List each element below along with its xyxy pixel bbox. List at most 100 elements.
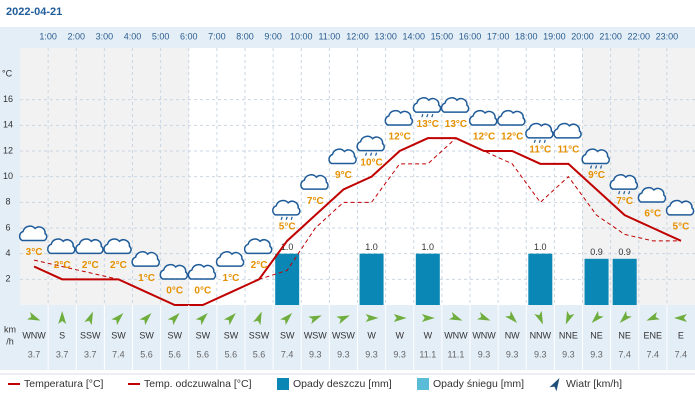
weather-icon	[243, 238, 273, 255]
rain-drop	[285, 216, 288, 221]
cloud	[75, 238, 104, 255]
wind-speed: 5.6	[197, 349, 210, 359]
wind-speed: 9.3	[393, 349, 406, 359]
cloud	[553, 122, 582, 139]
wind-direction: WSW	[332, 330, 355, 340]
cloud	[637, 186, 667, 203]
wind-direction: SW	[139, 330, 154, 340]
hour-label: 18:00	[515, 31, 538, 41]
legend-label: Opady deszczu [mm]	[293, 378, 392, 390]
wind-direction: SW	[224, 330, 239, 340]
rain-drop	[623, 190, 626, 195]
rain-drop	[374, 152, 378, 156]
weather-icon	[637, 186, 667, 203]
bar	[359, 253, 384, 305]
wind-arrow	[505, 310, 518, 323]
rain-drop	[290, 216, 293, 221]
wind-direction: SW	[167, 330, 182, 340]
rain-drop	[280, 216, 283, 221]
wind-direction: W	[424, 330, 433, 340]
weather-icon	[609, 174, 639, 195]
cloud	[300, 174, 329, 190]
rain-drop	[421, 113, 424, 118]
temperature-label: 7°C	[307, 196, 324, 207]
wind-speed: 9.3	[534, 349, 547, 359]
cloud	[272, 199, 301, 216]
weather-icon	[384, 109, 414, 126]
wind-arrow	[58, 311, 67, 324]
wind-arrow	[336, 315, 350, 324]
weather-icon	[412, 97, 442, 118]
wind-direction: NNW	[530, 330, 552, 340]
temperature-label: 12°C	[501, 132, 523, 143]
wind-arrow	[308, 315, 322, 324]
y-tick-label: 2	[5, 274, 10, 284]
hour-label: 15:00	[431, 31, 454, 41]
weather-icon	[103, 238, 132, 255]
wind-speed: 3.7	[56, 349, 69, 359]
hour-label: 10:00	[290, 31, 313, 41]
cloud	[18, 225, 48, 242]
hour-label: 1:00	[39, 31, 57, 41]
wind-arrow	[591, 310, 604, 323]
wind-speed: 9.3	[309, 349, 322, 359]
y-tick-label: 6	[5, 222, 10, 232]
rain-drop	[543, 139, 546, 144]
rain-drop	[426, 113, 429, 118]
temperature-label: 2°C	[251, 260, 268, 271]
wind-direction: SW	[196, 330, 211, 340]
cloud	[665, 199, 695, 216]
temperature-label: 11°C	[529, 144, 551, 155]
legend-swatch	[417, 378, 429, 390]
y-tick-label: 8	[5, 197, 10, 207]
cloud	[497, 109, 526, 126]
wind-speed: 3.7	[84, 349, 97, 359]
bar-label: 1.0	[365, 242, 378, 252]
bar-label: 0.9	[590, 247, 603, 257]
wind-speed: 7.4	[618, 349, 631, 359]
temperature-label: 1°C	[138, 273, 155, 284]
y-tick-label: 16	[3, 94, 13, 104]
rain-drop	[589, 165, 593, 169]
legend-label: Wiatr [km/h]	[566, 378, 622, 390]
bar	[275, 253, 300, 305]
weather-icon	[665, 199, 695, 216]
hour-label: 8:00	[236, 31, 254, 41]
cloud	[581, 148, 610, 165]
cloud	[131, 251, 160, 267]
wind-direction: SW	[111, 330, 126, 340]
hour-label: 2:00	[67, 31, 85, 41]
wind-speed: 7.4	[112, 349, 125, 359]
wind-speed: 5.6	[140, 349, 153, 359]
wind-arrow	[111, 313, 124, 326]
feels-like-line	[33, 137, 681, 306]
temperature-label: 6°C	[644, 209, 661, 220]
weather-icon	[159, 263, 189, 280]
weather-icon	[187, 263, 217, 280]
wind-speed: 11.1	[419, 349, 436, 359]
wind-direction: SSW	[80, 330, 101, 340]
weather-icon	[18, 225, 48, 242]
wind-arrow	[534, 310, 543, 325]
wind-direction: NW	[505, 330, 520, 340]
wind-direction: ENE	[644, 330, 663, 340]
hour-label: 21:00	[599, 31, 622, 41]
wind-direction: NE	[618, 330, 631, 340]
wind-direction: SW	[280, 330, 295, 340]
wind-arrow	[565, 310, 575, 325]
legend-label: Temp. odczuwalna [°C]	[144, 378, 252, 390]
bar	[528, 253, 553, 305]
rain-drop	[594, 165, 598, 169]
y-tick-label: 4	[5, 248, 10, 258]
wind-arrow	[421, 314, 435, 322]
hour-label: 7:00	[208, 31, 226, 41]
bar-label: 1.0	[534, 242, 547, 252]
bar-label: 1.0	[422, 242, 435, 252]
temperature-label: 2°C	[82, 260, 99, 271]
wind-speed: 11.1	[448, 349, 465, 359]
cloud	[356, 135, 385, 152]
wind-speed: 9.3	[506, 349, 519, 359]
temperature-label: 0°C	[194, 286, 211, 297]
wind-arrow	[139, 313, 152, 326]
wind-speed: 9.3	[590, 349, 603, 359]
